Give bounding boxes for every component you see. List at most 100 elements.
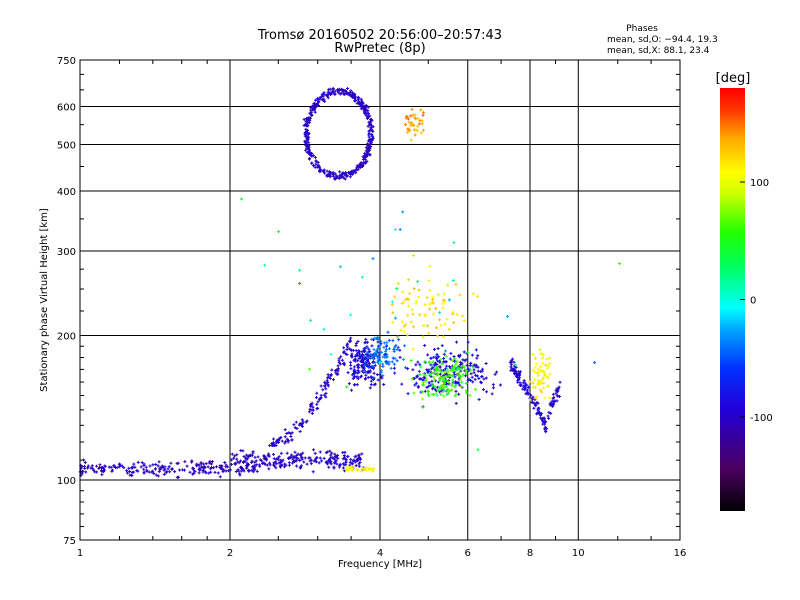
data-point — [245, 457, 249, 461]
data-point — [416, 385, 420, 389]
data-point — [369, 118, 373, 122]
data-point — [328, 461, 332, 465]
data-point — [263, 263, 267, 267]
data-point — [314, 162, 318, 166]
data-point — [122, 466, 126, 470]
data-point — [409, 138, 413, 142]
data-point — [416, 124, 420, 128]
phases-o-line: mean, sd,O: −94.4, 19.3 — [607, 35, 718, 45]
data-point — [447, 327, 451, 331]
data-point — [303, 456, 307, 460]
data-point — [532, 406, 536, 410]
data-point — [423, 360, 427, 364]
data-point — [441, 298, 445, 302]
data-point — [309, 458, 313, 462]
data-point — [371, 136, 375, 140]
data-point — [359, 103, 363, 107]
data-point — [354, 99, 358, 103]
plot-frame — [79, 59, 681, 541]
data-point — [420, 122, 424, 126]
data-point — [81, 469, 85, 473]
data-point — [411, 347, 415, 351]
data-point — [302, 117, 306, 121]
x-axis-label: Frequency [MHz] — [338, 559, 422, 570]
data-point — [298, 268, 302, 272]
data-point — [325, 169, 329, 173]
data-point — [364, 149, 368, 153]
data-point — [447, 380, 451, 384]
data-point — [318, 450, 322, 454]
data-point — [427, 381, 431, 385]
data-point — [112, 464, 116, 468]
data-point — [359, 360, 363, 364]
data-point — [322, 384, 326, 388]
data-point — [543, 373, 547, 377]
data-point — [345, 90, 349, 94]
data-point — [426, 353, 430, 357]
data-point — [201, 465, 205, 469]
data-point — [348, 347, 352, 351]
data-point — [355, 363, 359, 367]
data-point — [540, 352, 544, 356]
data-point — [253, 468, 257, 472]
data-point — [218, 475, 222, 479]
data-point — [329, 453, 333, 457]
data-point — [436, 334, 440, 338]
data-point — [324, 395, 328, 399]
data-point — [357, 100, 361, 104]
data-point — [367, 356, 371, 360]
data-point — [346, 86, 350, 90]
data-point — [230, 452, 234, 456]
data-point — [423, 303, 427, 307]
data-point — [361, 100, 365, 104]
data-point — [465, 391, 469, 395]
data-point — [128, 469, 132, 473]
data-point — [357, 164, 361, 168]
data-point — [305, 131, 309, 135]
data-point — [238, 473, 242, 477]
data-point — [280, 439, 284, 443]
data-point — [255, 469, 259, 473]
data-point — [353, 168, 357, 172]
data-point — [229, 462, 233, 466]
data-point — [436, 346, 440, 350]
data-point — [406, 392, 410, 396]
data-point — [462, 350, 466, 354]
data-point — [91, 467, 95, 471]
data-point — [245, 461, 249, 465]
data-point — [254, 459, 258, 463]
data-point — [438, 377, 442, 381]
data-point — [294, 420, 298, 424]
data-point — [421, 390, 425, 394]
data-point — [385, 340, 389, 344]
data-point — [542, 381, 546, 385]
data-point — [312, 108, 316, 112]
data-point — [547, 384, 551, 388]
data-point — [331, 87, 335, 91]
data-point — [482, 377, 486, 381]
data-point — [367, 347, 371, 351]
data-point — [511, 357, 515, 361]
data-point — [418, 118, 422, 122]
data-point — [356, 377, 360, 381]
data-point — [308, 407, 312, 411]
data-point — [314, 395, 318, 399]
data-point — [618, 262, 622, 266]
data-point — [424, 379, 428, 383]
data-point — [498, 383, 502, 387]
data-point — [325, 379, 329, 383]
data-point — [325, 376, 329, 380]
data-point — [323, 99, 327, 103]
data-point — [391, 311, 395, 315]
data-point — [324, 387, 328, 391]
data-point — [207, 471, 211, 475]
data-point — [418, 363, 422, 367]
data-point — [438, 360, 442, 364]
data-point — [408, 291, 412, 295]
data-point — [437, 386, 441, 390]
data-point — [197, 471, 201, 475]
data-point — [158, 468, 162, 472]
data-point — [434, 391, 438, 395]
data-point — [363, 152, 367, 156]
data-point — [428, 288, 432, 292]
